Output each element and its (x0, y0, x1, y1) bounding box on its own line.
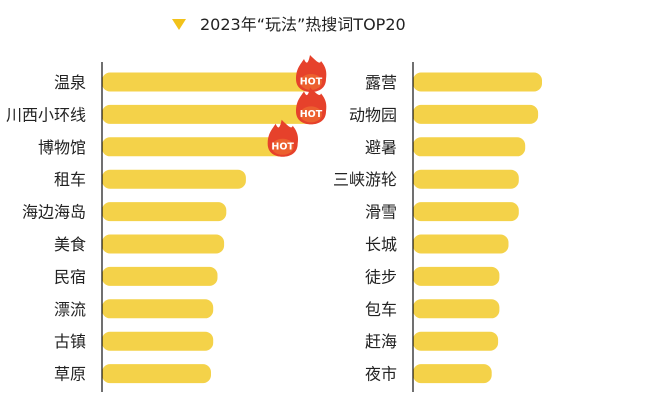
category-label: 赶海 (365, 332, 397, 351)
hot-badge: HOT (296, 87, 327, 125)
category-label: 漂流 (54, 300, 86, 319)
category-label: 滑雪 (365, 203, 397, 222)
bar-夜市 (413, 364, 492, 384)
category-label: 博物馆 (38, 138, 86, 157)
category-label: 徒步 (365, 267, 397, 286)
category-label: 露营 (365, 73, 397, 92)
category-label: 温泉 (54, 73, 86, 92)
bar-徒步 (413, 266, 500, 286)
bar-温泉 (102, 72, 320, 92)
category-label: 美食 (54, 235, 86, 254)
hot-badge: HOT (296, 55, 327, 92)
hot-badge: HOT (267, 119, 299, 157)
bar-草原 (102, 364, 211, 384)
bar-露营 (413, 72, 542, 92)
category-label: 草原 (54, 365, 86, 384)
bar-动物园 (413, 104, 539, 124)
category-label: 避暑 (365, 138, 397, 157)
bar-包车 (413, 299, 500, 319)
category-label: 租车 (54, 170, 86, 189)
category-label: 包车 (365, 300, 397, 319)
title-triangle-icon (172, 18, 186, 30)
bar-滑雪 (413, 202, 519, 222)
bar-三峡游轮 (413, 169, 519, 189)
bar-古镇 (102, 331, 214, 351)
bar-民宿 (102, 266, 218, 286)
bar-租车 (102, 169, 246, 189)
bar-漂流 (102, 299, 214, 319)
flame-inner (300, 74, 322, 90)
chart-title: 2023年“玩法”热搜词TOP20 (172, 10, 406, 36)
category-label: 三峡游轮 (333, 170, 397, 189)
hot-badge-label: HOT (300, 109, 323, 120)
bar-美食 (102, 234, 225, 254)
bar-赶海 (413, 331, 499, 351)
hot-badge-label: HOT (271, 141, 294, 152)
bar-长城 (413, 234, 509, 254)
category-label: 民宿 (54, 267, 86, 286)
bar-川西小环线 (102, 104, 320, 124)
category-label: 动物园 (349, 105, 397, 124)
chart-title-text: 2023年“玩法”热搜词TOP20 (200, 15, 406, 34)
bar-博物馆 (102, 137, 292, 157)
flame-inner (271, 138, 294, 155)
bar-避暑 (413, 137, 526, 157)
category-label: 海边海岛 (22, 203, 86, 222)
hot-badge-label: HOT (300, 77, 323, 88)
category-label: 长城 (365, 235, 397, 254)
category-label: 古镇 (54, 332, 86, 351)
category-label: 夜市 (365, 365, 397, 384)
flame-inner (300, 106, 322, 123)
bar-海边海岛 (102, 202, 227, 222)
category-label: 川西小环线 (6, 105, 86, 124)
